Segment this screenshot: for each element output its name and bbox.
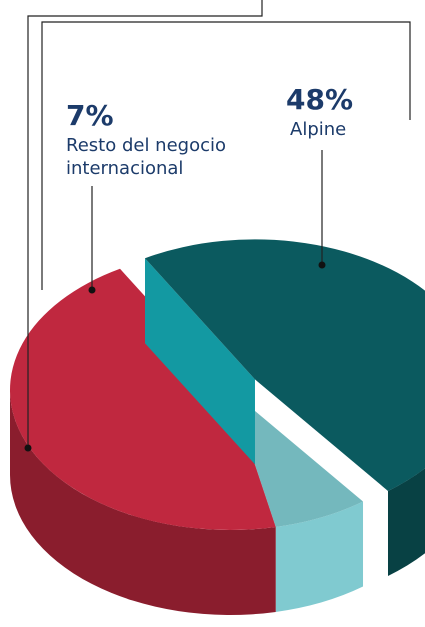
slice-label: Alpine: [290, 119, 347, 140]
slice-cut-face: [144, 258, 255, 465]
slice-side: [10, 390, 276, 615]
slice-top: [9, 268, 276, 530]
slice-top: [144, 239, 425, 491]
value-label: 7%: [66, 99, 114, 132]
leader-line: [41, 21, 411, 290]
value-label: 48%: [286, 83, 354, 116]
leader-dot: [318, 261, 326, 269]
leader-line: [27, 0, 263, 448]
leader-dot: [24, 444, 32, 452]
slice-label: Resto del negocio internacional: [66, 135, 226, 179]
leader-dot: [88, 286, 96, 294]
slice-side: [387, 468, 425, 576]
slice-side: [275, 501, 364, 612]
slice-top: [230, 390, 364, 527]
